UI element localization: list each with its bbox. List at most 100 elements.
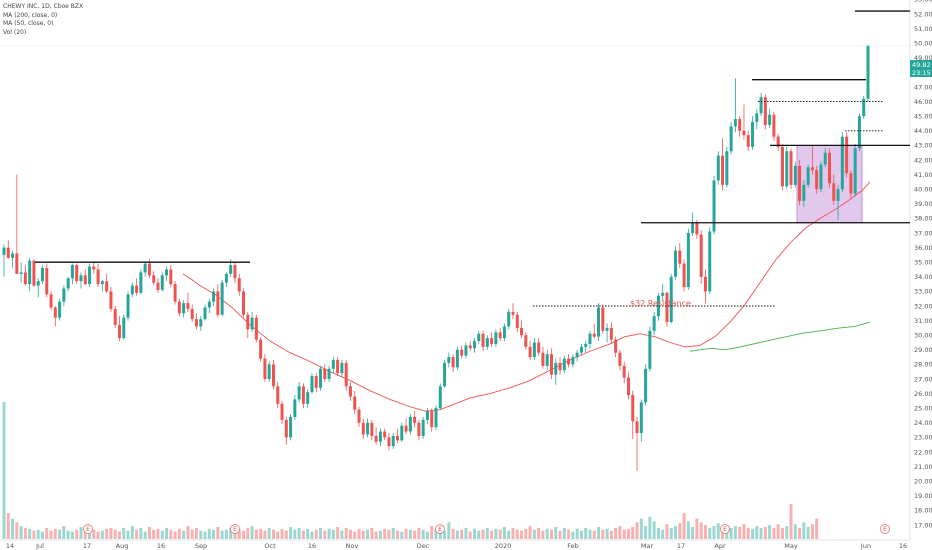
volume-bar bbox=[447, 522, 451, 539]
candle-body bbox=[639, 402, 643, 434]
volume-bar bbox=[361, 530, 365, 539]
volume-bar bbox=[691, 526, 695, 539]
volume-bar bbox=[520, 530, 524, 539]
earnings-icon[interactable] bbox=[83, 524, 93, 534]
candle-body bbox=[729, 126, 733, 152]
ma200-line bbox=[689, 321, 871, 352]
price-axis[interactable]: 17.00 18.00 19.00 20.00 21.00 22.00 23.00 24.00… bbox=[914, 0, 932, 529]
candle-body bbox=[806, 167, 810, 185]
candle-body bbox=[438, 386, 442, 409]
candle-body bbox=[340, 362, 344, 374]
x-tick-label: Nov bbox=[346, 542, 359, 550]
candle-body bbox=[768, 114, 772, 125]
candle-body bbox=[237, 278, 241, 292]
candle-body bbox=[648, 330, 652, 369]
volume-bar bbox=[682, 513, 686, 539]
candle-body bbox=[263, 358, 267, 379]
candle-body bbox=[721, 155, 725, 185]
volume-bar bbox=[370, 527, 374, 539]
y-tick-label: 40.00 bbox=[914, 186, 932, 194]
candle-body bbox=[220, 282, 224, 315]
candle-body bbox=[798, 165, 802, 201]
earnings-icon[interactable] bbox=[880, 524, 890, 534]
candle-body bbox=[216, 291, 220, 315]
volume-bar bbox=[635, 522, 639, 539]
volume-bar bbox=[314, 529, 318, 539]
volume-bar bbox=[246, 527, 250, 539]
candle-body bbox=[725, 151, 729, 185]
candle-body bbox=[169, 269, 173, 285]
candle-body bbox=[857, 116, 861, 149]
candle-body bbox=[738, 119, 742, 131]
level-lines bbox=[35, 10, 910, 307]
volume-bar bbox=[729, 527, 733, 539]
candle-body bbox=[751, 122, 755, 147]
y-tick-label: 49.00 bbox=[914, 54, 932, 62]
candle-body bbox=[601, 307, 605, 331]
candle-body bbox=[344, 362, 348, 387]
volume-bar bbox=[186, 526, 190, 539]
volume-bar bbox=[15, 522, 19, 539]
candle-body bbox=[588, 333, 592, 344]
candle-body bbox=[417, 422, 421, 436]
volume-bar bbox=[165, 527, 169, 539]
earnings-label: E bbox=[233, 526, 237, 533]
time-axis[interactable]: 14 Jul 17 Aug 16 Sep Oct 16 Nov Dec 2020 Feb Mar 17 Ap… bbox=[6, 542, 907, 550]
earnings-icon[interactable] bbox=[720, 524, 730, 534]
candle-body bbox=[532, 342, 536, 358]
candle-body bbox=[832, 183, 836, 201]
candle-body bbox=[173, 284, 177, 302]
candle-body bbox=[618, 352, 622, 366]
candle-body bbox=[100, 281, 104, 285]
volume-bar bbox=[656, 527, 660, 539]
volume-bar bbox=[2, 402, 6, 539]
y-tick-label: 44.00 bbox=[914, 127, 932, 135]
volume-bar bbox=[793, 524, 797, 539]
earnings-icon[interactable] bbox=[230, 524, 240, 534]
candle-body bbox=[558, 362, 562, 371]
candle-body bbox=[635, 421, 639, 434]
candle-body bbox=[319, 368, 323, 388]
candle-body bbox=[2, 247, 6, 255]
x-tick-label: Mar bbox=[641, 542, 654, 550]
volume-bar bbox=[408, 529, 412, 539]
volume-bar bbox=[11, 518, 15, 539]
candle-body bbox=[597, 307, 601, 337]
candle-body bbox=[139, 272, 143, 293]
candle-body bbox=[451, 357, 455, 368]
volume-bar bbox=[310, 531, 314, 539]
y-tick-label: 27.00 bbox=[914, 375, 932, 383]
volume-bar bbox=[545, 528, 549, 539]
candle-body bbox=[387, 437, 391, 447]
candle-body bbox=[567, 358, 571, 365]
volume-bar bbox=[23, 527, 27, 539]
volume-bar bbox=[622, 529, 626, 539]
candle-body bbox=[460, 349, 464, 356]
volume-bar bbox=[712, 526, 716, 539]
candle-body bbox=[575, 352, 579, 358]
volume-bar bbox=[477, 530, 481, 539]
candle-body bbox=[691, 222, 695, 233]
candle-body bbox=[511, 311, 515, 315]
volume-bar bbox=[511, 527, 515, 539]
volume-bar bbox=[468, 531, 472, 539]
volume-bar bbox=[626, 528, 630, 539]
earnings-icon[interactable] bbox=[435, 524, 445, 534]
candle-body bbox=[425, 411, 429, 420]
candle-body bbox=[280, 403, 284, 420]
y-tick-label: 17.00 bbox=[914, 521, 932, 529]
volume-bar bbox=[464, 527, 468, 539]
candle-body bbox=[622, 365, 626, 378]
y-tick-label: 51.00 bbox=[914, 25, 932, 33]
candle-body bbox=[708, 231, 712, 292]
volume-bar bbox=[678, 523, 682, 539]
candle-body bbox=[498, 332, 502, 339]
volume-bar bbox=[780, 527, 784, 539]
volume-bar bbox=[293, 529, 297, 539]
candle-body bbox=[143, 263, 147, 273]
volume-bar bbox=[806, 526, 810, 539]
volume-bar bbox=[665, 524, 669, 539]
candle-body bbox=[468, 345, 472, 349]
